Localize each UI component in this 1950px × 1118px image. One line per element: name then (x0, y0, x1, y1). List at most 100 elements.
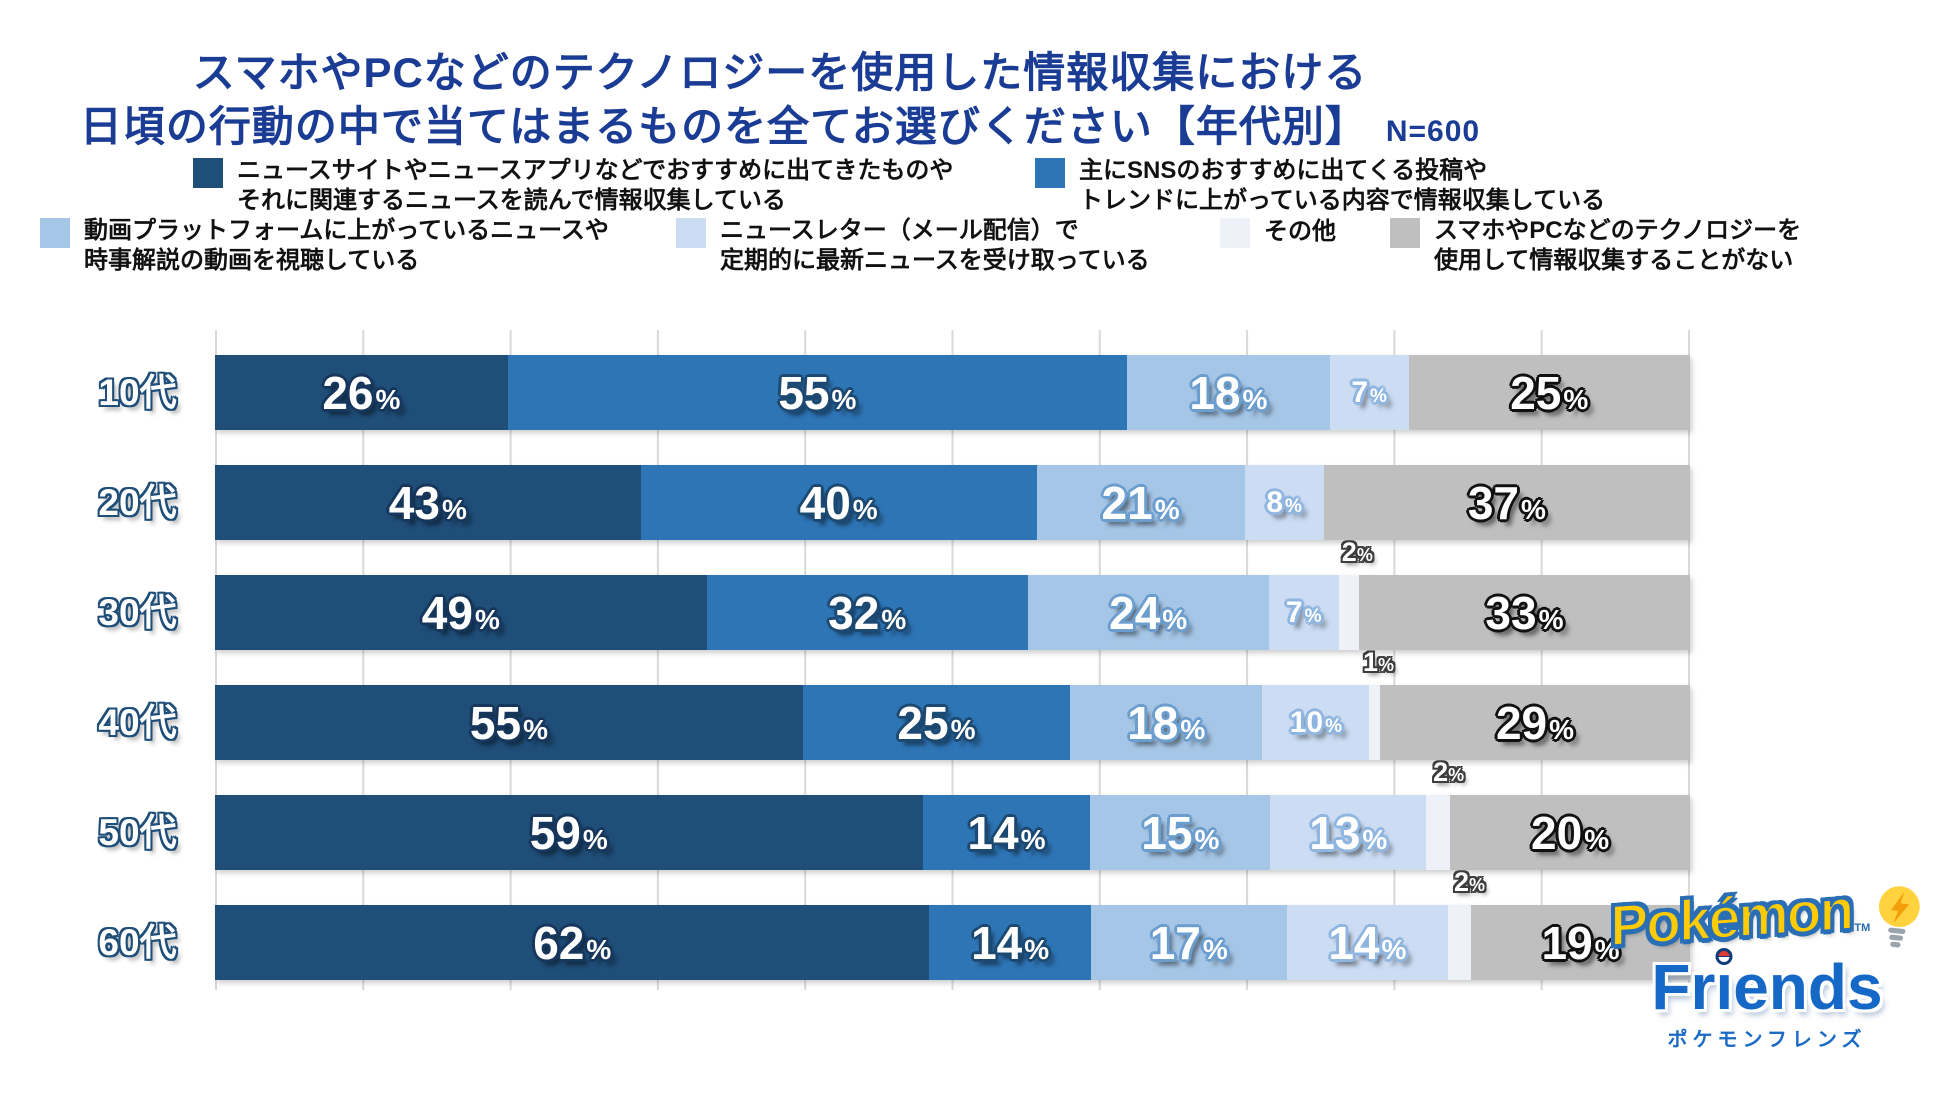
bar-segment: 2% (1426, 757, 1464, 870)
segment-value-label: 18% (1189, 366, 1268, 419)
segment-value-label: 43% (388, 476, 467, 529)
segment-value-label: 21% (1101, 476, 1180, 529)
segment-value-label: 59% (529, 806, 608, 859)
segment-value-label: 26% (322, 366, 401, 419)
chart-title-line1: スマホやPCなどのテクノロジーを使用した情報収集における (192, 49, 1368, 96)
pokemon-friends-logo: Pokémon TM Frı ends ポケモンフレンズ (1609, 876, 1923, 1052)
bar-segment: 24% (1027, 575, 1269, 650)
row-label: 20代 (98, 482, 177, 523)
chart-row: 43% 40% 21% 8% 37% (215, 465, 1690, 540)
chart-row: 55% 25% 18% 10% 1% 29% (215, 647, 1690, 760)
legend-item: スマホやPCなどのテクノロジーを 使用して情報収集することがない (1390, 216, 1801, 276)
segment-value-label: 37% (1467, 476, 1546, 529)
bar-segment: 13% (1270, 795, 1427, 870)
segment-value-label: 29% (1495, 696, 1575, 749)
legend-label: ニュースレター（メール配信）で 定期的に最新ニュースを受け取っている (720, 217, 1150, 274)
bar-segment: 1% (1363, 647, 1394, 760)
trademark-symbol: TM (1854, 922, 1871, 934)
bar-segment: 25% (802, 685, 1071, 760)
bar-segment: 62% (215, 905, 930, 980)
legend-swatch (1220, 218, 1250, 248)
segment-value-label: 17% (1149, 916, 1228, 969)
segment-value-label: 49% (421, 586, 500, 639)
chart-title-line2: 日頃の行動の中で当てはまるものを全てお選びください【年代別】 N=600 (79, 103, 1481, 150)
bar-segment: 49% (215, 575, 707, 650)
segment-value-label: 2% (1341, 537, 1373, 567)
segment-value-label: 15% (1141, 806, 1220, 859)
bar-segment: 37% (1323, 465, 1690, 540)
chart-row: 62% 14% 17% 14% 2% 19% (215, 867, 1691, 980)
row-label: 30代 (98, 592, 177, 633)
chart-title: スマホやPCなどのテクノロジーを使用した情報収集における 日頃の行動の中で当ては… (0, 46, 1560, 159)
bar-segment: 7% (1329, 355, 1409, 430)
segment-value-label: 25% (897, 696, 976, 749)
segment-value-label: 10% (1289, 705, 1343, 739)
segment-value-label: 1% (1362, 647, 1395, 677)
bar-segment: 17% (1090, 905, 1287, 980)
chart-row: 49% 32% 24% 7% 2% 33% (215, 537, 1690, 650)
legend-item: ニュースレター（メール配信）で 定期的に最新ニュースを受け取っている (676, 216, 1150, 276)
bar-segment: 14% (1286, 905, 1449, 980)
segment-value-label: 32% (828, 586, 907, 639)
bar-segment: 29% (1380, 685, 1690, 760)
bar-segment: 19% (1471, 905, 1691, 980)
friends-wordmark: Frı ends (1651, 948, 1883, 1019)
legend-label: 主にSNSのおすすめに出てくる投稿や トレンドに上がっている内容で情報収集している (1079, 157, 1606, 214)
legend-label: ニュースサイトやニュースアプリなどでおすすめに出てきたものや それに関連するニュー… (237, 157, 954, 214)
logo-subtitle: ポケモンフレンズ (1667, 1029, 1867, 1051)
bar-segment: 18% (1127, 355, 1330, 430)
bar-segment: 14% (922, 795, 1091, 870)
segment-value-label: 7% (1351, 375, 1387, 409)
bar-segment: 18% (1070, 685, 1263, 760)
segment-value-label: 33% (1485, 586, 1564, 639)
bar-segment: 2% (1338, 537, 1373, 650)
legend-swatch (1390, 218, 1420, 248)
bar-segment: 2% (1448, 867, 1485, 980)
segment-value-label: 14% (967, 806, 1046, 859)
bar-segment: 40% (640, 465, 1037, 540)
chart-row: 26% 55% 18% 7% 25% (215, 355, 1690, 430)
legend-label: スマホやPCなどのテクノロジーを 使用して情報収集することがない (1434, 217, 1802, 274)
legend-item: ニュースサイトやニュースアプリなどでおすすめに出てきたものや それに関連するニュー… (193, 156, 953, 216)
bar-segment: 15% (1090, 795, 1271, 870)
legend-item: 動画プラットフォームに上がっているニュースや 時事解説の動画を視聴している (40, 216, 609, 276)
legend-swatch (676, 218, 706, 248)
legend-label: その他 (1264, 218, 1336, 245)
row-label: 40代 (98, 702, 177, 743)
segment-value-label: 25% (1510, 366, 1589, 419)
segment-value-label: 55% (469, 696, 548, 749)
bar-segment: 25% (1408, 355, 1690, 430)
chart-row: 59% 14% 15% 13% 2% 20% (215, 757, 1690, 870)
legend-swatch (1035, 158, 1065, 188)
segment-value-label: 8% (1266, 485, 1302, 519)
bar-segment: 55% (507, 355, 1128, 430)
bar-segment: 14% (929, 905, 1091, 980)
segment-value-label: 24% (1109, 586, 1188, 639)
bar-segment: 55% (215, 685, 803, 760)
segment-value-label: 2% (1433, 757, 1465, 787)
legend-swatch (40, 218, 70, 248)
segment-value-label: 18% (1127, 696, 1206, 749)
bar-segment: 32% (706, 575, 1028, 650)
segment-value-label: 14% (971, 916, 1050, 969)
legend-item: その他 (1220, 216, 1336, 248)
bar-segment: 21% (1036, 465, 1245, 540)
bar-segment: 7% (1268, 575, 1339, 650)
segment-value-label: 13% (1309, 806, 1388, 859)
bar-segment: 33% (1358, 575, 1690, 650)
segment-value-label: 7% (1285, 595, 1322, 629)
logo-top-row: Pokémon TM (1609, 876, 1923, 960)
segment-value-label: 14% (1328, 916, 1407, 969)
segment-value-label: 55% (778, 366, 857, 419)
row-label: 50代 (98, 812, 177, 853)
segment-value-label: 19% (1541, 916, 1620, 969)
row-label: 10代 (98, 372, 177, 413)
row-label: 60代 (98, 922, 177, 963)
pokeball-icon (1715, 948, 1733, 965)
bar-segment: 43% (215, 465, 641, 540)
bar-segment: 20% (1450, 795, 1690, 870)
plot-area: 26% 55% 18% 7% 25% 43% 40% 21% 8% 37% 49% 32% 24% 7% 2… (215, 355, 1691, 980)
legend-label: 動画プラットフォームに上がっているニュースや 時事解説の動画を視聴している (84, 217, 609, 274)
legend-swatch (193, 158, 223, 188)
